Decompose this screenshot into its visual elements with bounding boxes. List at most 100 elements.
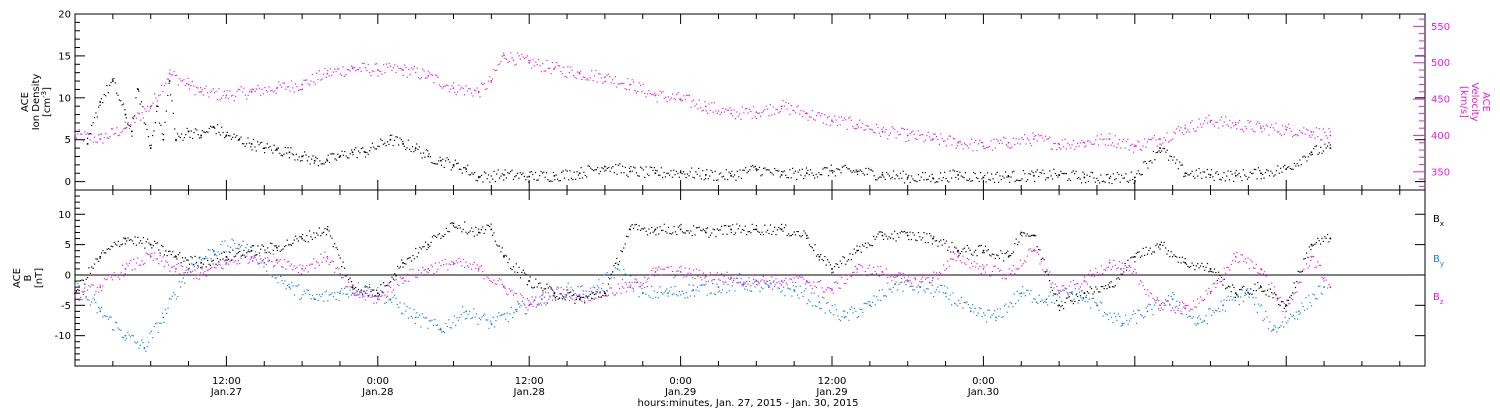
- velocity-point: [239, 89, 241, 91]
- bx-point: [761, 231, 763, 233]
- density-point: [305, 154, 307, 156]
- velocity-point: [656, 101, 658, 103]
- bz-point: [1056, 285, 1058, 288]
- by-point: [1092, 297, 1095, 300]
- by-point: [560, 286, 562, 289]
- velocity-point: [260, 94, 262, 96]
- velocity-point: [362, 62, 364, 65]
- velocity-point: [140, 119, 142, 121]
- density-point: [999, 175, 1001, 177]
- velocity-point: [733, 109, 735, 111]
- bx-point: [75, 290, 77, 292]
- velocity-point: [258, 87, 260, 89]
- velocity-point: [1005, 144, 1008, 146]
- bz-point: [1049, 271, 1051, 273]
- bz-point: [494, 283, 496, 285]
- bz-point: [121, 264, 124, 266]
- by-point: [1145, 307, 1147, 309]
- bx-point: [627, 236, 629, 238]
- bx-point: [637, 229, 639, 231]
- bx-point: [430, 241, 432, 243]
- by-point: [446, 325, 448, 328]
- velocity-point: [701, 110, 703, 112]
- density-point: [1209, 176, 1211, 179]
- velocity-point: [1075, 146, 1077, 148]
- bz-point: [543, 302, 545, 304]
- bz-point: [832, 292, 834, 294]
- by-point: [484, 313, 486, 315]
- velocity-point: [346, 69, 348, 71]
- bz-point: [564, 294, 566, 296]
- by-point: [703, 284, 705, 286]
- bx-point: [133, 243, 135, 245]
- bz-point: [352, 287, 354, 289]
- velocity-point: [285, 88, 287, 90]
- density-point: [857, 173, 859, 175]
- velocity-point: [1278, 131, 1280, 133]
- bz-point: [579, 299, 582, 301]
- velocity-point: [1260, 127, 1262, 129]
- velocity-point: [1294, 134, 1297, 136]
- by-point: [610, 277, 612, 279]
- by-point: [889, 288, 892, 291]
- by-point: [1098, 309, 1100, 311]
- velocity-point: [168, 72, 171, 75]
- velocity-point: [796, 106, 798, 108]
- velocity-point: [105, 133, 107, 135]
- density-point: [1233, 180, 1235, 182]
- velocity-point: [350, 65, 353, 67]
- velocity-point: [694, 105, 696, 107]
- bx-point: [672, 232, 674, 234]
- bx-point: [1321, 237, 1323, 240]
- density-point: [873, 175, 875, 177]
- bz-point: [1326, 287, 1329, 289]
- density-point: [545, 172, 548, 174]
- bz-point: [775, 278, 777, 280]
- density-point: [944, 171, 946, 173]
- bx-point: [1058, 309, 1061, 312]
- by-point: [1272, 328, 1275, 331]
- bz-point: [441, 259, 443, 262]
- bz-point: [257, 262, 259, 264]
- density-point: [433, 163, 436, 165]
- bz-point: [1164, 299, 1167, 301]
- velocity-point: [835, 119, 837, 121]
- density-point: [309, 163, 311, 165]
- bx-point: [469, 230, 471, 232]
- bz-point: [713, 278, 716, 281]
- density-point: [888, 175, 890, 177]
- by-point: [153, 325, 155, 328]
- velocity-point: [1149, 139, 1151, 141]
- bx-point: [684, 232, 686, 234]
- density-point: [1040, 172, 1043, 174]
- velocity-point: [410, 67, 413, 69]
- density-point: [980, 172, 982, 174]
- velocity-point: [493, 68, 495, 71]
- density-point: [1295, 165, 1297, 167]
- velocity-point: [1125, 140, 1128, 143]
- bz-point: [335, 267, 337, 270]
- density-point: [863, 174, 866, 176]
- density-point: [833, 170, 835, 172]
- by-point: [441, 331, 443, 333]
- bz-point: [1155, 302, 1157, 304]
- velocity-point: [490, 81, 492, 83]
- bx-point: [172, 251, 174, 253]
- by-point: [677, 295, 679, 297]
- velocity-point: [413, 66, 415, 68]
- velocity-point: [896, 131, 899, 133]
- bz-point: [1212, 283, 1214, 285]
- bz-point: [91, 284, 93, 286]
- bz-point: [116, 274, 118, 276]
- density-point: [266, 143, 268, 145]
- bx-point: [1030, 234, 1033, 237]
- bz-point: [822, 291, 825, 293]
- density-point: [805, 172, 808, 175]
- by-point: [455, 324, 457, 327]
- bx-point: [1225, 287, 1227, 290]
- bz-point: [711, 280, 713, 282]
- density-point: [696, 173, 698, 175]
- bx-point: [289, 244, 291, 246]
- by-point: [503, 313, 505, 315]
- bx-point: [1029, 235, 1031, 237]
